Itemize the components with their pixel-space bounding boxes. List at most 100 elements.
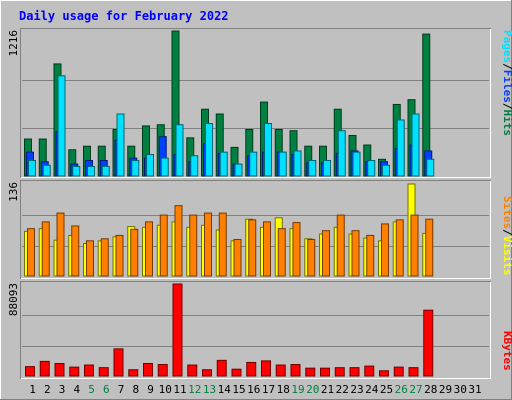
sites-bar: [263, 221, 271, 277]
panel-bottom-bars: [25, 283, 434, 377]
pages-bar: [131, 159, 140, 177]
x-tick-label: 12: [188, 383, 201, 396]
panel-top-bevel-dark: [20, 28, 491, 178]
pages-bar: [382, 164, 390, 177]
legend-top: Pages/Files/Hits: [501, 30, 512, 136]
kbytes-bar: [320, 367, 330, 377]
sites-bar: [174, 205, 183, 277]
pages-bar: [264, 123, 272, 177]
panel-bottom-gridlines: [22, 315, 489, 347]
sites-bar: [115, 234, 124, 277]
legend-visits: Visits: [501, 236, 512, 276]
kbytes-bar: [98, 367, 109, 377]
x-tick-label: 2: [44, 383, 51, 396]
legend-hits: Hits: [501, 110, 512, 137]
kbytes-bar: [349, 367, 360, 377]
legend-pages: Pages: [501, 30, 512, 63]
panel-bottom-bevel-light: [21, 282, 491, 379]
pages-bar: [367, 159, 376, 177]
bottom-ymax-label: 88093: [7, 283, 20, 316]
x-axis-labels: 1 2 3 4 5 6 7 8 9 10 11 12 13 14 15 16 17 18 19 20 21 22 23 24 2…: [29, 383, 481, 396]
kbytes-bar: [25, 366, 35, 377]
pages-bar: [175, 124, 184, 177]
pages-bar: [234, 163, 243, 177]
kbytes-bar: [113, 348, 124, 377]
sites-bar: [322, 230, 330, 277]
sites-bar: [130, 228, 139, 277]
x-tick-label: 28: [424, 383, 437, 396]
kbytes-bar: [379, 370, 389, 377]
pages-bar: [337, 130, 346, 177]
legend-middle: Sites/Visits: [501, 196, 512, 276]
panel-bottom: [20, 281, 491, 379]
panel-middle-bevel-light: [21, 181, 491, 279]
x-tick-label: 15: [232, 383, 245, 396]
x-tick-label: 30: [454, 383, 467, 396]
panel-top-bevel-light: [21, 29, 491, 178]
x-tick-label: 31: [468, 383, 481, 396]
panel-top: [20, 28, 491, 178]
sites-bar: [395, 219, 404, 277]
kbytes-bar: [143, 362, 153, 377]
x-tick-label: 25: [380, 383, 393, 396]
pages-bar: [87, 165, 95, 177]
kbytes-bar: [54, 362, 65, 377]
sites-bar: [27, 228, 35, 277]
x-tick-label: 27: [409, 383, 422, 396]
sites-bar: [218, 212, 227, 277]
kbytes-bar: [172, 283, 183, 377]
sites-bar: [189, 214, 198, 277]
kbytes-bar: [393, 366, 404, 377]
pages-bar: [160, 157, 169, 177]
sites-bar: [292, 222, 301, 277]
legend-sites: Sites: [501, 196, 512, 229]
x-tick-label: 11: [173, 383, 186, 396]
x-tick-label: 16: [247, 383, 260, 396]
x-tick-label: 8: [132, 383, 139, 396]
kbytes-bar: [216, 359, 227, 377]
x-tick-label: 10: [159, 383, 172, 396]
x-tick-label: 13: [203, 383, 216, 396]
kbytes-bar: [334, 367, 345, 377]
sites-bar: [71, 225, 80, 277]
kbytes-bar: [275, 364, 286, 377]
x-tick-label: 17: [262, 383, 275, 396]
kbytes-bar: [261, 360, 271, 377]
x-tick-label: 20: [306, 383, 319, 396]
x-tick-label: 24: [365, 383, 379, 396]
kbytes-bar: [202, 369, 212, 377]
x-tick-label: 19: [291, 383, 304, 396]
pages-bar: [42, 164, 51, 177]
pages-bar: [146, 154, 154, 177]
sites-bar: [366, 234, 375, 277]
kbytes-bar: [128, 369, 139, 377]
panel-middle-bevel-dark: [20, 180, 491, 279]
pages-bar: [308, 159, 317, 177]
pages-bar: [396, 119, 405, 177]
pages-bar: [293, 150, 302, 177]
x-tick-label: 6: [103, 383, 110, 396]
legend-files: Files: [501, 70, 512, 103]
kbytes-bar: [290, 364, 301, 377]
x-tick-label: 14: [218, 383, 232, 396]
pages-bar: [101, 165, 110, 177]
pages-bar: [72, 165, 81, 177]
panel-middle-bars: [24, 183, 434, 277]
pages-bar: [205, 123, 213, 177]
kbytes-bar: [231, 368, 242, 377]
sites-bar: [233, 238, 242, 277]
pages-bar: [116, 113, 125, 177]
pages-bar: [411, 113, 420, 177]
kbytes-bar: [246, 361, 257, 377]
sites-bar: [145, 221, 153, 277]
x-tick-label: 5: [88, 383, 95, 396]
legend-sep-3: /: [501, 229, 512, 236]
kbytes-bar: [187, 364, 198, 377]
kbytes-bar: [157, 364, 168, 377]
pages-bar: [278, 151, 287, 177]
sites-bar: [41, 221, 50, 277]
sites-bar: [307, 238, 316, 277]
panel-bottom-bevel-dark: [20, 281, 491, 379]
middle-ymax-label: 136: [7, 182, 20, 202]
pages-bar: [57, 75, 66, 177]
